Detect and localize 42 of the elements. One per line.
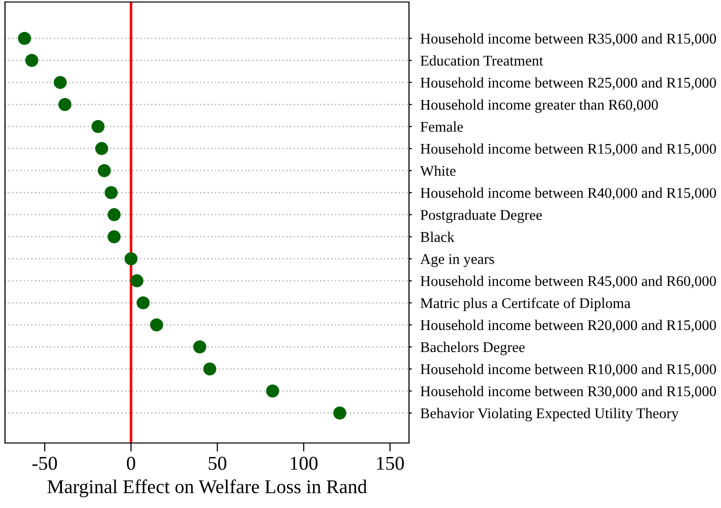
point <box>136 296 150 310</box>
y-tick-label: Bachelors Degree <box>420 342 525 356</box>
y-tick-label: Behavior Violating Expected Utility Theory <box>420 408 679 422</box>
y-tick-label: White <box>420 165 456 176</box>
x-tick-label: 150 <box>377 456 404 470</box>
x-tick-label: -50 <box>32 456 57 470</box>
y-tick-label: Household income between R30,000 and R15,000 <box>420 386 716 398</box>
y-tick-label: Postgraduate Degree <box>420 210 542 223</box>
y-tick-label: Matric plus a Certifcate of Diploma <box>420 298 630 312</box>
point <box>108 230 121 244</box>
x-tick-label: 100 <box>290 456 318 470</box>
point <box>193 340 206 354</box>
point <box>98 164 111 178</box>
y-tick-label: Education Treatment <box>420 55 544 66</box>
point <box>108 208 121 222</box>
x-axis-title: Marginal Effect on Welfare Loss in Rand <box>47 479 367 498</box>
y-tick-label: Black <box>420 232 454 242</box>
y-tick-label: Household income between R35,000 and R15,000 <box>420 33 716 46</box>
point <box>333 406 346 420</box>
point <box>203 362 216 376</box>
point <box>266 384 280 398</box>
point <box>104 186 118 200</box>
y-tick-label: Household income between R25,000 and R15,000 <box>420 77 716 90</box>
y-tick-label: Household income between R10,000 and R15,000 <box>420 364 716 376</box>
y-tick-label: Household income between R20,000 and R15,000 <box>420 320 716 332</box>
point <box>58 98 72 111</box>
x-tick-label: 0 <box>126 456 136 470</box>
point <box>54 76 67 89</box>
point <box>124 252 138 266</box>
y-tick-label: Household income between R40,000 and R15,000 <box>420 188 716 200</box>
y-tick-label: Household income between R45,000 and R60,000 <box>420 276 716 288</box>
point <box>130 274 144 288</box>
point <box>150 318 164 332</box>
y-tick-label: Household income greater than R60,000 <box>420 99 658 113</box>
y-tick-label: Female <box>420 121 463 132</box>
x-tick-label: 50 <box>208 456 226 470</box>
y-tick-label: Age in years <box>420 254 494 268</box>
point <box>25 54 38 67</box>
point <box>92 120 105 134</box>
point <box>95 142 108 156</box>
y-tick-label: Household income between R15,000 and R15,000 <box>420 143 716 156</box>
point <box>18 32 32 45</box>
